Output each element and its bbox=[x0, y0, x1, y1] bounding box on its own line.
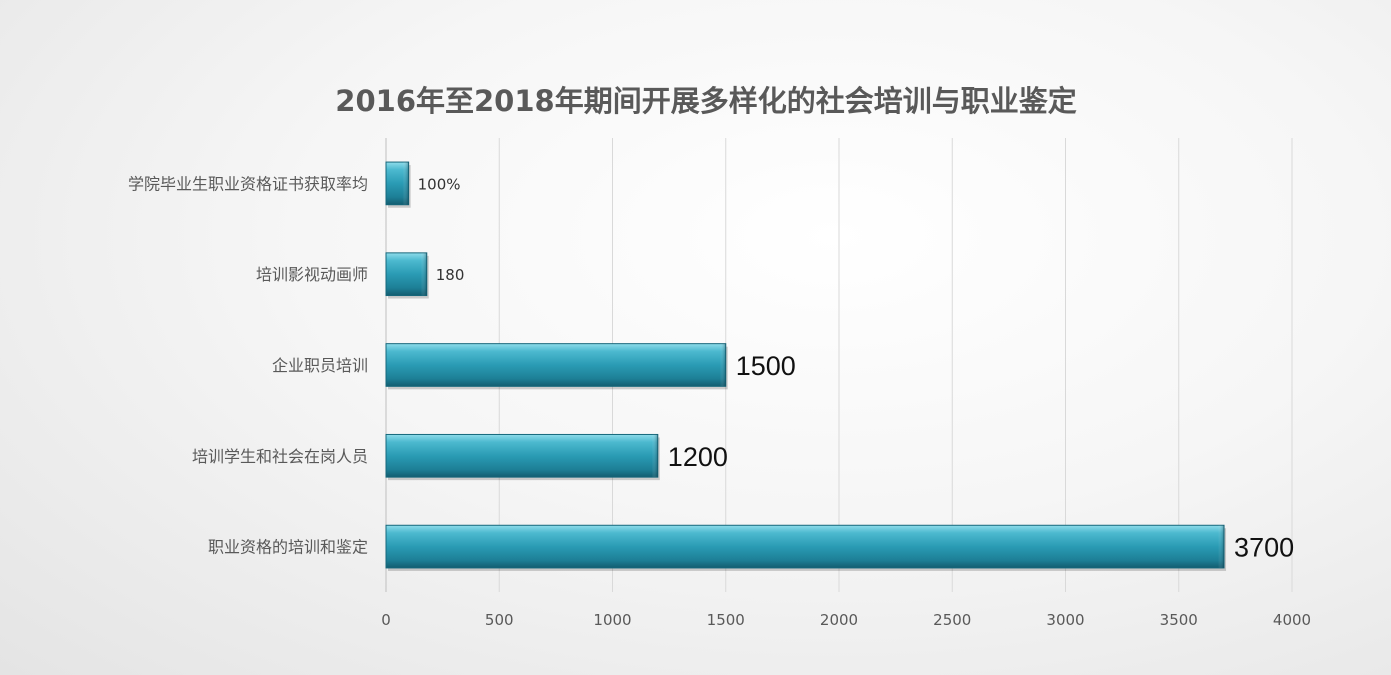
category-label: 培训学生和社会在岗人员 bbox=[192, 447, 368, 466]
x-axis-tick-labels: 0 500 1000 1500 2000 2500 3000 3500 4000 bbox=[381, 611, 1311, 629]
data-labels: 100% 180 1500 1200 3700 bbox=[418, 175, 1294, 562]
x-tick-label: 500 bbox=[485, 611, 514, 629]
category-labels: 学院毕业生职业资格证书获取率均培训影视动画师企业职员培训培训学生和社会在岗人员职… bbox=[128, 174, 368, 556]
x-tick-label: 3000 bbox=[1046, 611, 1084, 629]
data-label: 1200 bbox=[668, 442, 728, 472]
data-label: 3700 bbox=[1234, 533, 1294, 563]
bar bbox=[385, 252, 428, 297]
x-tick-label: 2500 bbox=[933, 611, 971, 629]
data-label: 100% bbox=[418, 175, 461, 193]
category-label: 职业资格的培训和鉴定 bbox=[208, 538, 368, 557]
data-label: 180 bbox=[436, 266, 465, 284]
category-label: 学院毕业生职业资格证书获取率均 bbox=[128, 174, 368, 193]
bar-end-shade bbox=[402, 162, 409, 205]
bar bbox=[385, 343, 727, 387]
x-tick-label: 4000 bbox=[1273, 611, 1311, 629]
chart-title: 2016年至2018年期间开展多样化的社会培训与职业鉴定 bbox=[335, 84, 1076, 118]
bar-end-shade bbox=[651, 434, 658, 478]
bar bbox=[385, 433, 659, 478]
x-tick-label: 1000 bbox=[593, 611, 631, 629]
bar-end-shade bbox=[719, 343, 726, 387]
bar-end-shade bbox=[1218, 525, 1225, 568]
x-tick-label: 1500 bbox=[707, 611, 745, 629]
x-tick-label: 3500 bbox=[1160, 611, 1198, 629]
bar-end-shade bbox=[420, 252, 427, 296]
bar bbox=[385, 524, 1225, 569]
data-label: 1500 bbox=[736, 351, 796, 381]
category-label: 培训影视动画师 bbox=[256, 265, 368, 284]
category-label: 企业职员培训 bbox=[272, 356, 368, 375]
x-tick-label: 2000 bbox=[820, 611, 858, 629]
bars bbox=[385, 161, 1227, 571]
x-tick-label: 0 bbox=[381, 611, 391, 629]
